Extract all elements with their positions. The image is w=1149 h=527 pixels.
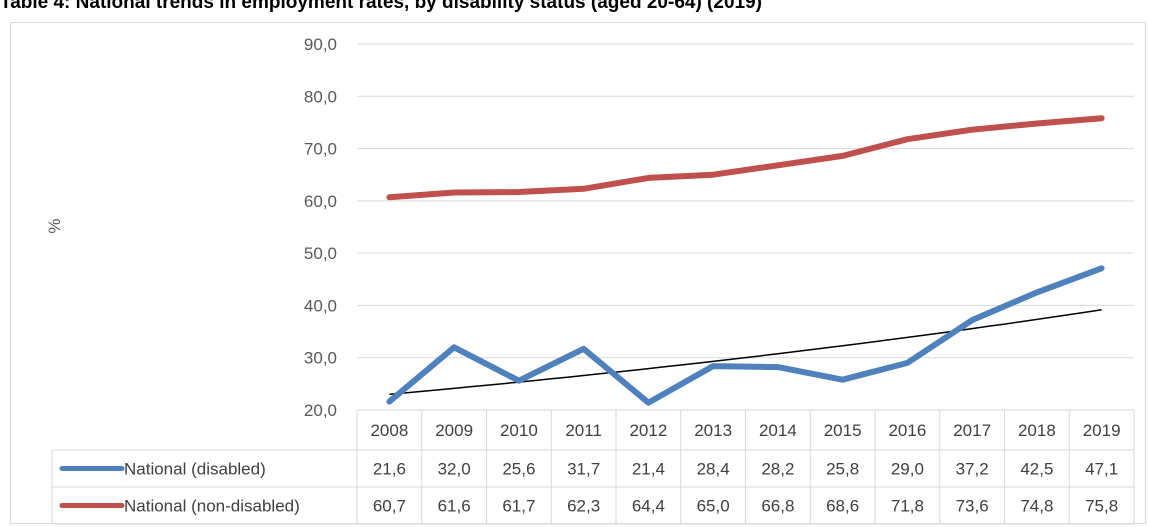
category-label: 2014 (759, 421, 797, 440)
gridlines (357, 43, 1134, 359)
data-cell: 74,8 (1020, 497, 1053, 516)
data-cell: 66,8 (761, 497, 794, 516)
data-cell: 42,5 (1020, 460, 1053, 479)
y-tick-label: 70,0 (304, 140, 337, 159)
chart-title: Table 4: National trends in employment r… (0, 0, 762, 13)
data-cell: 73,6 (956, 497, 989, 516)
series-lines (386, 115, 1105, 406)
y-tick-label: 60,0 (304, 192, 337, 211)
data-cell: 21,6 (373, 460, 406, 479)
data-cell: 28,4 (697, 460, 730, 479)
data-cell: 75,8 (1085, 497, 1118, 516)
category-label: 2013 (694, 421, 732, 440)
category-label: 2010 (500, 421, 538, 440)
data-table: 2008 2009 2010 2011 2012 2013 2014 2015 2016 2017… (51, 409, 1135, 525)
data-cell: 61,6 (438, 497, 471, 516)
data-cell: 60,7 (373, 497, 406, 516)
data-cell: 68,6 (826, 497, 859, 516)
category-label: 2011 (565, 421, 602, 440)
y-axis: 20,0 30,0 40,0 50,0 60,0 70,0 80,0 90,0 (304, 35, 337, 420)
data-cell: 47,1 (1085, 460, 1118, 479)
data-cell: 62,3 (567, 497, 600, 516)
y-tick-label: 50,0 (304, 244, 337, 263)
category-label: 2016 (888, 421, 926, 440)
y-tick-label: 20,0 (304, 401, 337, 420)
category-label: 2009 (435, 421, 473, 440)
series-line (386, 115, 1105, 201)
category-label: 2017 (953, 421, 991, 440)
data-cell: 65,0 (697, 497, 730, 516)
y-axis-label: % (45, 218, 64, 233)
data-cell: 21,4 (632, 460, 665, 479)
y-tick-label: 80,0 (304, 87, 337, 106)
category-label: 2018 (1018, 421, 1056, 440)
legend-entry: National (disabled) (124, 460, 266, 479)
y-tick-label: 30,0 (304, 349, 337, 368)
legend-entry: National (non-disabled) (124, 497, 300, 516)
series-line (386, 265, 1105, 406)
data-cell: 32,0 (438, 460, 471, 479)
data-cell: 31,7 (567, 460, 600, 479)
data-cell: 25,6 (502, 460, 535, 479)
data-cell: 61,7 (502, 497, 535, 516)
y-tick-label: 40,0 (304, 296, 337, 315)
category-label: 2019 (1083, 421, 1121, 440)
category-label: 2008 (370, 421, 408, 440)
data-cell: 64,4 (632, 497, 665, 516)
data-cell: 71,8 (891, 497, 924, 516)
data-cell: 37,2 (956, 460, 989, 479)
category-label: 2015 (824, 421, 862, 440)
data-cell: 28,2 (761, 460, 794, 479)
data-cell: 29,0 (891, 460, 924, 479)
category-label: 2012 (629, 421, 667, 440)
trendline (389, 308, 1102, 396)
y-tick-label: 90,0 (304, 35, 337, 54)
data-cell: 25,8 (826, 460, 859, 479)
